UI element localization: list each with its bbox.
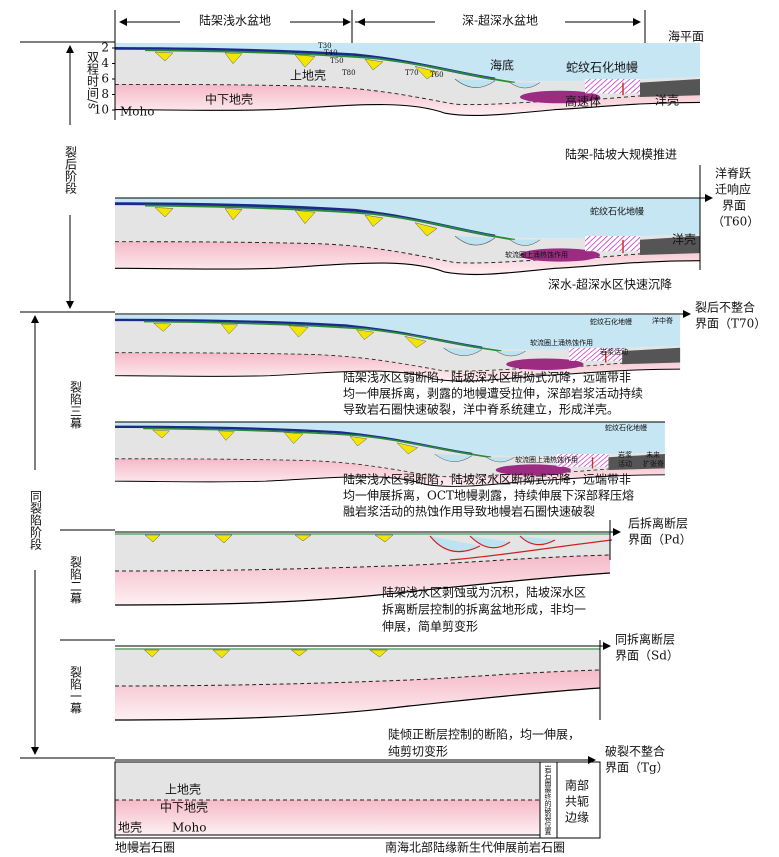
magmatism: 岩浆活动	[600, 347, 628, 356]
oceanic-crust: 洋壳	[655, 93, 679, 108]
y-axis-label: 双程时间/s	[86, 50, 100, 109]
caption: 均一伸展拆离，剥露的地幔遭受拉伸，深部岩浆活动持续	[343, 386, 643, 401]
y-tick-label: 4	[101, 56, 109, 70]
shelf-basin: 陆架浅水盆地	[199, 13, 271, 28]
section-1	[113, 41, 702, 117]
interface-label: 洋脊跃	[715, 166, 751, 181]
horizon-label: T30	[318, 42, 332, 50]
caption: 陆架浅水区剥蚀或为沉积，陆坡深水区	[382, 585, 586, 600]
caption: 陆架浅水区弱断陷，陆坡深水区断拗式沉降，远端带非	[343, 370, 631, 385]
caption: 陡倾正断层控制的断陷，均一伸展，	[388, 727, 580, 742]
lower-crust: 中下地壳	[160, 800, 208, 815]
caption: 均一伸展拆离，OCT地幔剥露，持续伸展下深部释压熔	[343, 488, 634, 503]
asthenosphere-label: 软流圈上涌热蚀作用	[530, 338, 593, 347]
interface-label: 同拆离断层	[615, 632, 675, 647]
conjugate-margin: 边缘	[565, 811, 589, 825]
syn-rift-stage: 同裂陷阶段	[29, 490, 43, 551]
oceanic-crust: 洋壳	[672, 232, 696, 247]
serpentinized-mantle: 蛇纹石化地幔	[590, 206, 644, 218]
interface-label: 迁响应	[715, 182, 751, 197]
interface-label: （T60）	[712, 215, 759, 229]
interface-label: 后拆离断层	[628, 516, 688, 531]
interface-label: 界面（Sd）	[615, 649, 679, 663]
horizon-label: T70	[405, 69, 419, 77]
interface-label: 破裂不整合	[605, 744, 665, 759]
stage-frame	[20, 41, 115, 759]
horizon-label: T40	[324, 49, 338, 57]
serpentinized-mantle: 蛇纹石化地幔	[566, 60, 638, 75]
interface-label: 界面（Pd）	[628, 533, 692, 547]
asthenosphere-label: 软流圈上涌热蚀作用	[505, 250, 568, 259]
moho-label: Moho	[120, 105, 154, 119]
magmatism: 岩浆	[618, 450, 632, 459]
interface-label: 裂后不整合	[695, 300, 755, 315]
crust: 地壳	[118, 821, 142, 835]
interface-label: 界面（Tg）	[605, 761, 669, 775]
caption: 融岩浆活动的热蚀作用导致地幔岩石圈快速破裂	[343, 504, 595, 519]
asthenosphere-label: 软流圈上涌热蚀作用	[515, 455, 578, 464]
interface-label: 界面（T70）	[695, 317, 766, 331]
caption: 陆架-陆坡大规模推进	[565, 147, 677, 162]
serpentinized-mantle: 蛇纹石化地幔	[590, 317, 632, 326]
conjugate-margin: 南部	[565, 778, 589, 793]
moho-label: Moho	[172, 821, 206, 835]
breakup-position: 岩石圈最终的破裂位置	[544, 764, 552, 835]
horizon-label: T60	[430, 71, 444, 79]
mid-ocean-ridge: 洋中脊	[652, 316, 673, 325]
caption: 伸展，简单剪变形	[382, 619, 478, 634]
seafloor: 海底	[490, 58, 514, 73]
caption: 纯剪切变形	[388, 744, 448, 759]
horizon-label: T50	[330, 57, 344, 65]
caption: 深水-超深水区快速沉降	[548, 277, 672, 292]
y-tick-label: 8	[101, 87, 109, 101]
caption: 陆架浅水区弱断陷，陆坡深水区断拗式沉降，远端带非	[343, 472, 631, 487]
y-tick-label: 6	[101, 72, 109, 86]
horizon-label: T80	[342, 69, 356, 77]
high-velocity-body: 高速体	[565, 94, 601, 109]
section-7	[114, 761, 601, 839]
future-ridge: 未来	[646, 450, 660, 459]
upper-crust: 上地壳	[165, 783, 201, 797]
y-tick-label: 2	[101, 41, 109, 55]
footer-label: 地幔岩石圈	[115, 840, 175, 855]
rift-phase-3: 裂陷三幕	[69, 381, 83, 430]
conjugate-margin: 共轭	[565, 794, 589, 809]
serpentinized-mantle: 蛇纹石化地幔	[605, 423, 647, 432]
magmatism: 活动	[618, 459, 632, 468]
upper-crust: 上地壳	[290, 69, 326, 83]
post-rift-stage: 裂后阶段	[64, 146, 78, 195]
y-tick-label: 10	[94, 103, 109, 117]
caption: 拆离断层控制的拆离盆地形成，非均一	[382, 602, 586, 617]
footer-label: 南海北部陆缘新生代伸展前岩石圈	[385, 840, 565, 855]
rift-phase-1: 裂陷一幕	[69, 666, 83, 715]
future-ridge: 扩张脊	[643, 459, 664, 468]
deep-basin: 深-超深水盆地	[462, 13, 538, 28]
rift-phase-2: 裂陷二幕	[69, 556, 83, 605]
caption: 导致岩石圈快速破裂，洋中脊系统建立，形成洋壳。	[343, 402, 619, 417]
sea-level: 海平面	[668, 29, 704, 44]
section-6	[114, 647, 601, 721]
interface-label: 界面	[722, 199, 746, 213]
lower-crust: 中下地壳	[205, 92, 253, 107]
